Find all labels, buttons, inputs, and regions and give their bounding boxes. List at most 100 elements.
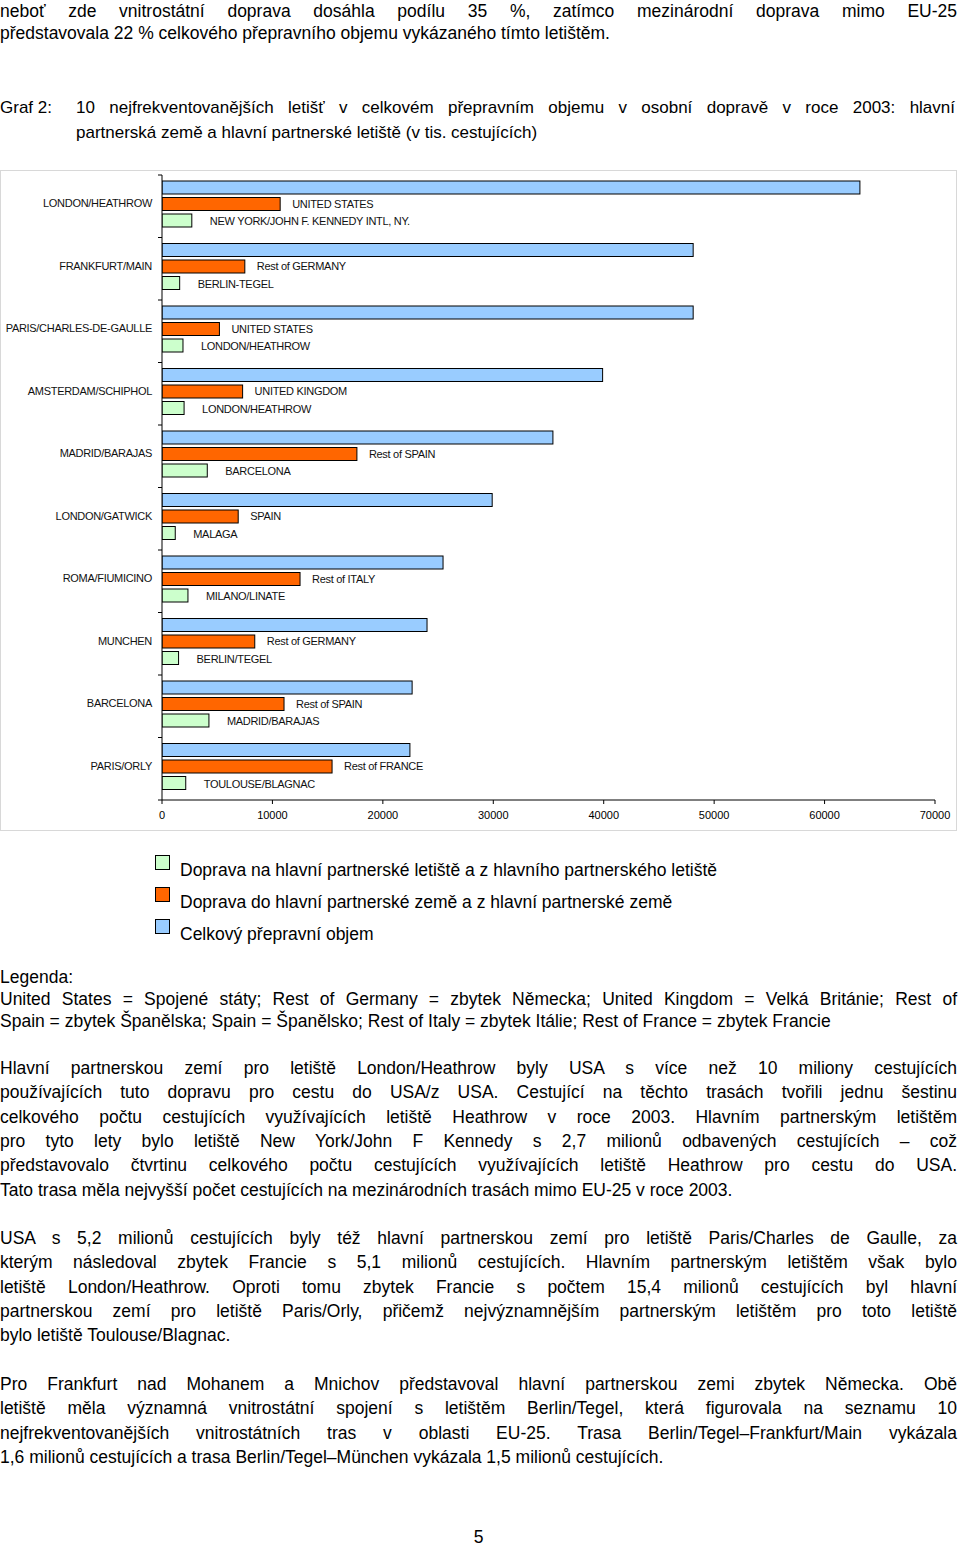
x-tick <box>603 800 604 804</box>
x-tick-label: 60000 <box>809 809 840 821</box>
bar <box>162 652 179 665</box>
legend-heading: Legenda: <box>0 966 200 988</box>
bars <box>162 181 860 790</box>
partner-country-label: Rest of ITALY <box>312 573 376 585</box>
partner-country-label: Rest of FRANCE <box>344 760 423 772</box>
bar <box>162 369 603 382</box>
text-line: neboť zde vnitrostátní doprava dosáhla p… <box>0 0 957 22</box>
partner-country-label: UNITED STATES <box>292 198 373 210</box>
paragraph-line: letiště měla významná vnitrostátní spoje… <box>0 1397 957 1419</box>
partner-country-label: Rest of GERMANY <box>267 635 357 647</box>
bar <box>162 448 357 461</box>
page: neboť zde vnitrostátní doprava dosáhla p… <box>0 0 960 1547</box>
paragraph-line: 1,6 milionů cestujících a trasa Berlin/T… <box>0 1446 957 1468</box>
bar <box>162 556 443 569</box>
text-line: představovala 22 % celkového přepravního… <box>0 22 957 44</box>
category-label: PARIS/CHARLES-DE-GAULLE <box>6 322 152 334</box>
partner-airport-label: LONDON/HEATHROW <box>201 340 311 352</box>
partner-airport-label: TOULOUSE/BLAGNAC <box>204 778 315 790</box>
category-tick <box>158 237 162 238</box>
partner-airport-label: BERLIN-TEGEL <box>198 278 274 290</box>
bar <box>162 385 243 398</box>
paragraph-line: USA s 5,2 milionů cestujících byly též h… <box>0 1227 957 1249</box>
x-tick-label: 70000 <box>920 809 951 821</box>
x-tick <box>493 800 494 804</box>
partner-country-label: SPAIN <box>250 510 281 522</box>
bar <box>162 527 175 540</box>
bar <box>162 464 207 477</box>
partner-airport-label: MILANO/LINATE <box>206 590 285 602</box>
partner-country-label: Rest of GERMANY <box>257 260 347 272</box>
bar <box>162 760 332 773</box>
figure-label: Graf 2: <box>0 97 80 119</box>
legend-note-line: United States = Spojené státy; Rest of G… <box>0 988 957 1010</box>
category-label: LONDON/GATWICK <box>56 510 153 522</box>
category-label: MUNCHEN <box>98 635 152 647</box>
partner-airport-label: LONDON/HEATHROW <box>202 403 312 415</box>
category-tick <box>158 800 162 801</box>
paragraph-line: nejfrekventovanějších vnitrostátních tra… <box>0 1422 957 1444</box>
chart: 010000200003000040000500006000070000LOND… <box>0 160 960 840</box>
paragraph-line: používajících tuto dopravu pro cestu do … <box>0 1081 957 1103</box>
x-tick-label: 30000 <box>478 809 509 821</box>
category-label: AMSTERDAM/SCHIPHOL <box>28 385 152 397</box>
partner-airport-label: MALAGA <box>193 528 238 540</box>
x-tick-label: 0 <box>159 809 165 821</box>
bar <box>162 681 412 694</box>
partner-country-label: Rest of SPAIN <box>296 698 363 710</box>
page-number: 5 <box>0 1526 957 1547</box>
paragraph-line: Hlavní partnerskou zemí pro letiště Lond… <box>0 1057 957 1079</box>
chart-frame <box>1 171 957 831</box>
figure-caption: partnerská země a hlavní partnerské leti… <box>76 122 955 144</box>
x-tick <box>824 800 825 804</box>
bar <box>162 402 184 415</box>
bar <box>162 698 284 711</box>
bar <box>162 510 238 523</box>
category-tick <box>158 425 162 426</box>
bar <box>162 431 553 444</box>
x-tick <box>714 800 715 804</box>
x-tick-label: 40000 <box>588 809 619 821</box>
legend-note-line: Spain = zbytek Španělska; Spain = Španěl… <box>0 1010 957 1032</box>
bar <box>162 323 219 336</box>
category-tick <box>158 175 162 176</box>
legend-swatch <box>155 855 170 870</box>
paragraph-line: kterým následoval zbytek Francie s 5,1 m… <box>0 1251 957 1273</box>
bar <box>162 214 192 227</box>
paragraph-line: celkového počtu cestujících využívajícíc… <box>0 1106 957 1128</box>
partner-airport-label: MADRID/BARAJAS <box>227 715 319 727</box>
figure-caption: 10 nejfrekventovanějších letišť v celkov… <box>76 97 955 119</box>
legend-label: Doprava na hlavní partnerské letiště a z… <box>180 859 940 881</box>
paragraph-line: Tato trasa měla nejvyšší počet cestující… <box>0 1179 957 1201</box>
category-label: BARCELONA <box>87 697 153 709</box>
x-tick <box>272 800 273 804</box>
paragraph-line: partnerskou zemí pro letiště Paris/Orly,… <box>0 1300 957 1322</box>
x-tick <box>162 800 163 804</box>
category-tick <box>158 300 162 301</box>
category-tick <box>158 737 162 738</box>
paragraph-line: Pro Frankfurt nad Mohanem a Mnichov před… <box>0 1373 957 1395</box>
x-tick-label: 50000 <box>699 809 730 821</box>
x-tick-label: 10000 <box>257 809 288 821</box>
bar <box>162 306 693 319</box>
category-label: FRANKFURT/MAIN <box>59 260 152 272</box>
category-label: MADRID/BARAJAS <box>60 447 152 459</box>
partner-country-label: Rest of SPAIN <box>369 448 436 460</box>
bar <box>162 494 492 507</box>
category-label: PARIS/ORLY <box>91 760 153 772</box>
category-tick <box>158 550 162 551</box>
bar <box>162 589 188 602</box>
bar <box>162 277 180 290</box>
bar <box>162 714 209 727</box>
paragraph-line: letiště London/Heathrow. Oproti tomu zby… <box>0 1276 957 1298</box>
bar <box>162 573 300 586</box>
category-tick <box>158 362 162 363</box>
legend-label: Celkový přepravní objem <box>180 923 940 945</box>
x-tick <box>382 800 383 804</box>
bar <box>162 198 280 211</box>
bar <box>162 244 693 257</box>
partner-country-label: UNITED STATES <box>231 323 312 335</box>
category-tick <box>158 612 162 613</box>
partner-country-label: UNITED KINGDOM <box>255 385 347 397</box>
bar <box>162 777 186 790</box>
